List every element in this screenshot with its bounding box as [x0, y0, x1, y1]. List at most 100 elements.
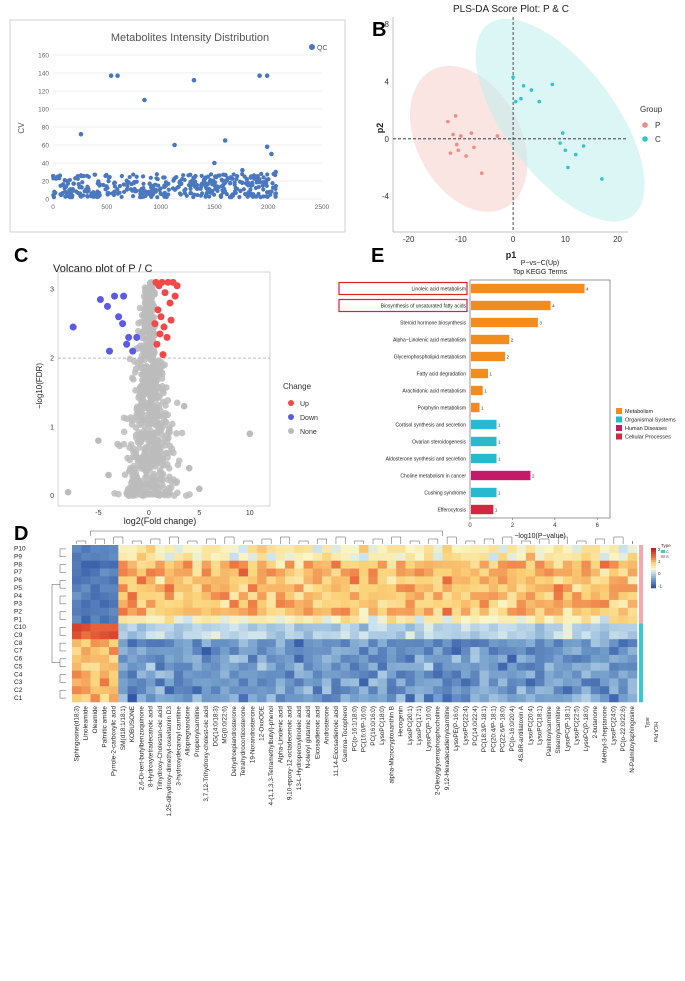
heatmap-legend-swatch	[651, 550, 656, 553]
heatmap-cell	[229, 552, 240, 561]
heatmap-cell	[340, 662, 351, 671]
heatmap-cell	[498, 607, 508, 616]
point-a	[264, 194, 269, 199]
heatmap-cell	[553, 686, 564, 695]
chart-b-ylabel: p2	[375, 123, 385, 134]
point-b-p	[459, 134, 463, 138]
heatmap-column-label: Androsterone	[324, 706, 331, 745]
heatmap-cell	[118, 592, 128, 601]
heatmap-cell	[90, 654, 101, 664]
heatmap-group-bar	[639, 647, 643, 656]
heatmap-cell	[99, 576, 110, 585]
point-a	[188, 191, 194, 196]
heatmap-cell	[507, 584, 517, 593]
heatmap-cell	[488, 545, 499, 554]
heatmap-cell	[257, 615, 267, 624]
heatmap-cell	[266, 584, 277, 593]
heatmap-cell	[275, 631, 286, 640]
heatmap-cell	[118, 662, 128, 671]
point-a	[150, 190, 156, 195]
point-c-none	[145, 439, 153, 446]
heatmap-column-label: 2-butanone	[592, 706, 599, 739]
point-c-none	[120, 428, 128, 436]
point-c-none	[173, 430, 180, 437]
heatmap-cell	[127, 607, 138, 616]
heatmap-column-label: 3-hydroxydecanoyl carnitine	[175, 706, 182, 786]
heatmap-cell	[303, 686, 314, 695]
heatmap-cell	[183, 599, 193, 609]
heatmap-cell	[146, 654, 156, 664]
heatmap-cell	[414, 670, 425, 679]
bar-e	[471, 470, 531, 481]
heatmap-cell	[396, 678, 406, 687]
heatmap-cell	[275, 647, 286, 656]
heatmap-cell	[377, 686, 388, 695]
point-c-none	[144, 343, 152, 350]
point-a	[76, 181, 81, 187]
point-a	[251, 173, 257, 178]
heatmap-cell	[72, 670, 82, 679]
point-a	[212, 180, 218, 185]
heatmap-row-label: P10	[14, 546, 26, 553]
point-a-outlier	[172, 142, 177, 148]
heatmap-cell	[488, 607, 499, 616]
heatmap-cell	[72, 584, 82, 593]
column-dendrogram-branch	[169, 536, 179, 544]
heatmap-legend-swatch	[651, 570, 656, 573]
heatmap-cell	[118, 686, 128, 695]
heatmap-cell	[405, 686, 416, 695]
heatmap-cell	[164, 584, 175, 593]
heatmap-cell	[386, 670, 397, 679]
heatmap-cell	[303, 599, 314, 609]
point-a	[158, 191, 163, 196]
heatmap-cell	[183, 552, 193, 561]
heatmap-cell	[470, 670, 480, 679]
heatmap-cell	[155, 576, 165, 585]
heatmap-cell	[562, 678, 573, 687]
heatmap-cell	[544, 615, 554, 624]
heatmap-cell	[183, 560, 193, 569]
tick-label-a-x: 1500	[207, 204, 222, 211]
heatmap-cell	[572, 607, 582, 616]
point-a	[173, 175, 178, 180]
heatmap-cell	[303, 568, 314, 577]
heatmap-cell	[183, 623, 193, 632]
heatmap-cell	[396, 592, 406, 601]
heatmap-column-label: Linoleamide	[83, 706, 90, 741]
heatmap-cell	[405, 568, 416, 577]
point-a	[264, 180, 269, 185]
heatmap-cell	[488, 560, 499, 569]
heatmap-cell	[451, 552, 462, 561]
heatmap-cell	[210, 631, 221, 640]
heatmap-cell	[405, 662, 416, 671]
point-c-none	[127, 464, 134, 472]
heatmap-cell	[572, 670, 582, 679]
heatmap-cell	[572, 592, 582, 601]
point-a	[224, 192, 229, 197]
heatmap-cell	[285, 599, 295, 609]
heatmap-cell	[127, 647, 138, 656]
column-dendrogram-branch	[187, 540, 198, 544]
heatmap-cell	[210, 576, 221, 585]
panel-e-chart: P−vs−C(Up) Top KEGG Terms −log10(P−value…	[338, 260, 676, 540]
heatmap-cell	[229, 568, 240, 577]
heatmap-cell	[99, 694, 110, 703]
heatmap-cell	[220, 678, 230, 687]
heatmap-cell	[359, 584, 369, 593]
heatmap-cell	[451, 639, 462, 648]
heatmap-cell	[146, 592, 156, 601]
heatmap-cell	[470, 639, 480, 648]
point-c-none	[140, 391, 148, 399]
panel-a-frame	[9, 19, 346, 233]
bar-count-label-e: 1	[498, 439, 501, 444]
heatmap-cell	[285, 631, 295, 640]
chart-c-xlabel: log2(Fold change)	[124, 516, 197, 526]
heatmap-cell	[507, 615, 517, 624]
tick-label-c-x: 5	[197, 510, 201, 517]
heatmap-cell	[210, 694, 221, 703]
heatmap-cell	[396, 568, 406, 577]
heatmap-cell	[173, 662, 184, 671]
heatmap-cell	[229, 615, 240, 624]
heatmap-cell	[136, 694, 147, 703]
heatmap-cell	[164, 623, 175, 632]
